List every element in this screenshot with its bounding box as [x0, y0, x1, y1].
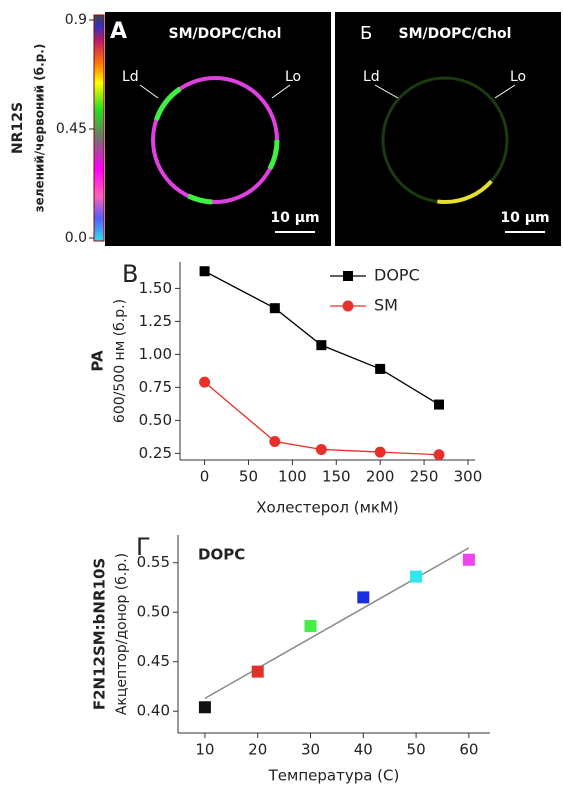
- marker: [410, 570, 423, 583]
- x-tick-label: 20: [248, 741, 267, 759]
- arrow: [271, 84, 291, 99]
- colorbar-tick-label: 0.0: [65, 230, 87, 246]
- marker: [316, 340, 327, 351]
- legend-marker: [342, 300, 354, 312]
- fit-line: [204, 547, 470, 700]
- legend-label: DOPC: [374, 266, 420, 285]
- x-tick-label: 300: [454, 468, 483, 486]
- marker: [269, 303, 280, 314]
- y-tick-label: 0.45: [137, 652, 170, 670]
- y-label: Акцептор/донор (б.р.): [114, 553, 130, 715]
- y-label: 600/500 нм (б.р.): [112, 299, 128, 423]
- panel-letter: A: [110, 19, 127, 44]
- scale-label: 10 µm: [500, 210, 549, 226]
- image-panel: [105, 12, 331, 246]
- x-label: Холестерол (мкМ): [256, 499, 399, 517]
- y-tick-label: 0.25: [139, 444, 172, 462]
- x-tick-label: 30: [301, 741, 320, 759]
- vesicle-domain: [150, 75, 280, 205]
- marker: [199, 376, 211, 388]
- panel-title: SM/DOPC/Chol: [399, 26, 512, 42]
- marker: [374, 446, 386, 458]
- y-tick-label: 1.25: [139, 312, 172, 330]
- x-tick-label: 60: [459, 741, 478, 759]
- region-label: Ld: [363, 69, 380, 85]
- marker: [462, 553, 475, 566]
- panel-letter: Б: [360, 23, 372, 44]
- colorbar-tick-label: 0.9: [65, 12, 87, 28]
- marker: [315, 443, 327, 455]
- marker: [269, 436, 281, 448]
- legend-label: SM: [374, 296, 398, 315]
- y-label: F2N12SM:bNR10S: [91, 558, 109, 710]
- y-tick-label: 0.75: [139, 378, 172, 396]
- x-tick-label: 50: [239, 468, 258, 486]
- colorbar-subtitle: зелений/червоний (б.р.): [33, 44, 47, 213]
- series-line: [204, 270, 440, 406]
- x-tick-label: 40: [354, 741, 373, 759]
- annotation: DOPC: [198, 546, 245, 564]
- panel-title: SM/DOPC/Chol: [169, 26, 282, 42]
- arrow: [494, 84, 516, 99]
- marker: [433, 449, 445, 461]
- x-tick-label: 50: [407, 741, 426, 759]
- panel-letter: B: [122, 260, 138, 288]
- marker: [434, 399, 445, 410]
- arrow: [139, 84, 159, 99]
- marker: [198, 701, 211, 714]
- arrow: [374, 84, 399, 99]
- y-tick-label: 0.55: [137, 553, 170, 571]
- x-tick-label: 0: [200, 468, 210, 486]
- panel-letter: Г: [136, 533, 151, 561]
- colorbar-tick-label: 0.45: [56, 121, 87, 137]
- x-label: Температура (С): [268, 767, 400, 785]
- region-label: Ld: [122, 69, 139, 85]
- y-tick-label: 0.50: [139, 411, 172, 429]
- y-tick-label: 1.00: [139, 345, 172, 363]
- marker: [304, 620, 317, 633]
- marker: [199, 266, 210, 277]
- vesicle-domain: [381, 76, 509, 204]
- marker: [357, 591, 370, 604]
- x-tick-label: 100: [278, 468, 307, 486]
- colorbar-title: NR12S: [10, 102, 26, 154]
- region-label: Lo: [510, 69, 526, 85]
- legend-marker: [343, 271, 353, 281]
- y-tick-label: 1.50: [139, 279, 172, 297]
- image-panel: [335, 12, 561, 246]
- marker: [375, 363, 386, 374]
- colorbar: [93, 14, 105, 242]
- y-label: PA: [89, 350, 107, 372]
- series-line: [204, 381, 440, 456]
- y-tick-label: 0.50: [137, 603, 170, 621]
- region-label: Lo: [285, 69, 301, 85]
- x-tick-label: 200: [366, 468, 395, 486]
- scale-label: 10 µm: [270, 210, 319, 226]
- marker: [251, 665, 264, 678]
- x-tick-label: 10: [195, 741, 214, 759]
- y-tick-label: 0.40: [137, 702, 170, 720]
- x-tick-label: 250: [410, 468, 439, 486]
- x-tick-label: 150: [322, 468, 351, 486]
